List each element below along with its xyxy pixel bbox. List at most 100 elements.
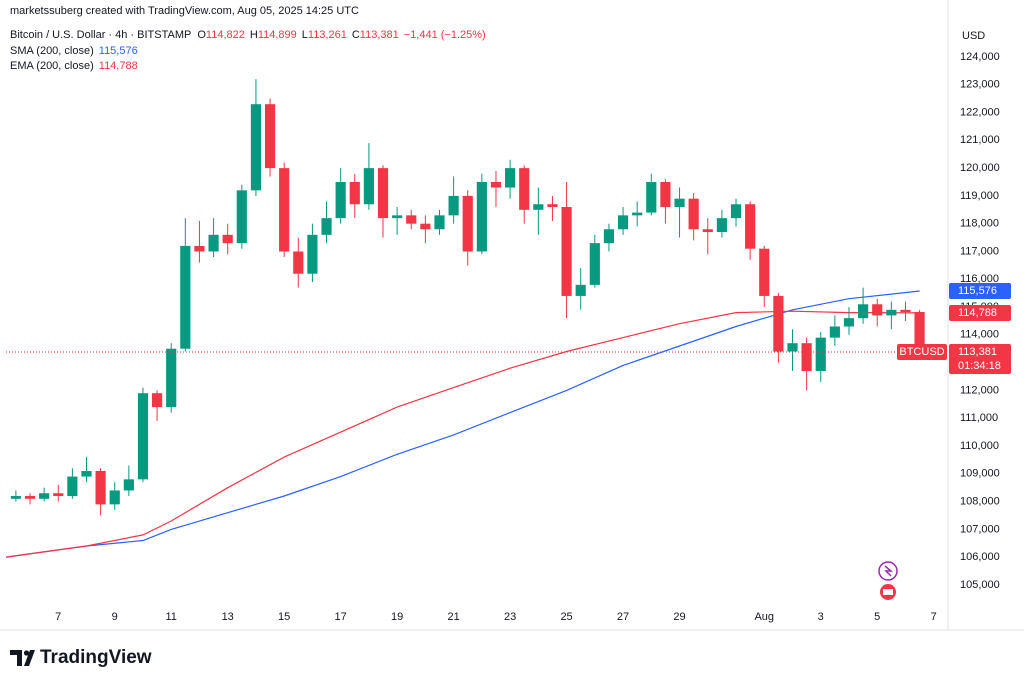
candle-body (264, 104, 276, 169)
x-tick-label: 17 (335, 611, 347, 623)
legend-indicator-value: 115,576 (99, 45, 138, 57)
candle-body (279, 168, 290, 252)
indicator-line (5, 310, 920, 558)
candle-body (688, 198, 699, 230)
x-tick-label: 3 (818, 611, 824, 623)
candle-body (180, 245, 191, 349)
candle-body (702, 229, 713, 233)
legend-value: 113,381 (360, 29, 399, 41)
candle-body (858, 304, 869, 319)
candle-body (95, 471, 106, 505)
candle-body (152, 393, 163, 408)
candle-body (886, 309, 897, 316)
x-tick-label: 15 (278, 611, 290, 623)
candle-body (674, 198, 685, 208)
candle-body (843, 318, 855, 327)
legend-indicator-value: 114,788 (99, 60, 138, 72)
candle-body (872, 304, 883, 316)
candle-body (773, 295, 784, 352)
last-price-tag (949, 344, 1011, 375)
indicator-line (5, 290, 920, 558)
y-tick-label: 109,000 (960, 468, 1000, 480)
legend-value: 114,899 (258, 29, 297, 41)
x-tick-label: 25 (560, 611, 572, 623)
candle-body (208, 234, 219, 252)
candle-body (603, 229, 615, 244)
candle-body (250, 104, 262, 191)
y-tick-label: 105,000 (960, 579, 1000, 591)
candle-body (660, 182, 671, 208)
candle-body (632, 212, 643, 216)
candle-body (109, 490, 120, 505)
candle-body (349, 182, 360, 205)
candle-body (406, 215, 417, 224)
legend-ohlc: Bitcoin / U.S. Dollar · 4h · BITSTAMP O11… (10, 29, 486, 41)
x-tick-label: 23 (504, 611, 516, 623)
legend-symbol: Bitcoin / U.S. Dollar · 4h · BITSTAMP (10, 29, 191, 41)
candle-body (321, 218, 332, 235)
x-tick-label: 11 (165, 611, 176, 623)
y-tick-label: 107,000 (960, 523, 1000, 535)
candle-body (363, 168, 374, 205)
indicator-price-tag-label: 115,576 (958, 285, 997, 297)
legend-key: O (197, 29, 206, 41)
candle-body (123, 479, 134, 491)
candle-body (759, 248, 770, 296)
last-price-tag-label: 113,381 (958, 346, 997, 358)
alert-icon-glyph (884, 565, 894, 577)
y-tick-label: 124,000 (960, 51, 1000, 63)
y-tick-label: 116,000 (960, 273, 999, 285)
candle-body (462, 195, 473, 252)
brand-logo-dot (23, 650, 30, 656)
indicator-price-tag (949, 304, 1011, 321)
candle-body (53, 493, 64, 497)
x-tick-label: 27 (617, 611, 629, 623)
candle-body (730, 204, 742, 219)
x-tick-label: 13 (222, 611, 234, 623)
x-tick-label: 7 (55, 611, 61, 623)
x-tick-label: Aug (754, 611, 774, 623)
legend-value: 114,822 (206, 29, 245, 41)
candle-body (293, 251, 304, 274)
x-tick-label: 9 (112, 611, 118, 623)
indicator-price-tag-label: 114,788 (958, 307, 997, 319)
y-tick-label: 119,000 (960, 190, 999, 202)
y-tick-label: 123,000 (960, 79, 1000, 91)
legend-value: 113,261 (308, 29, 347, 41)
x-tick-label: 7 (931, 611, 937, 623)
candle-body (505, 168, 516, 188)
candle-body (533, 204, 544, 210)
candle-body (476, 182, 487, 252)
candle-body (81, 471, 92, 477)
candle-body (222, 234, 233, 244)
candle-body (10, 496, 21, 499)
candle-body (617, 215, 629, 230)
candle-body (745, 204, 756, 249)
candle-body (24, 496, 36, 499)
brand-name: TradingView (40, 647, 152, 668)
x-tick-label: 21 (447, 611, 459, 623)
legend: Bitcoin / U.S. Dollar · 4h · BITSTAMP O11… (10, 29, 486, 72)
y-tick-label: 121,000 (960, 134, 1000, 146)
y-tick-label: 117,000 (960, 245, 999, 257)
candle-body (420, 223, 431, 230)
legend-key: L (302, 29, 308, 41)
currency-label: USD (962, 30, 985, 42)
x-tick-label: 5 (874, 611, 880, 623)
candle-body (829, 326, 840, 338)
candle-body (519, 168, 530, 210)
y-tick-label: 122,000 (960, 106, 1000, 118)
candle-body (39, 493, 50, 499)
legend-indicator-name: EMA (200, close) (10, 60, 94, 72)
x-tick-label: 19 (391, 611, 403, 623)
candle-body (801, 343, 812, 371)
y-tick-label: 120,000 (960, 162, 1000, 174)
candle-body (307, 234, 318, 274)
header: marketssuberg created with TradingView.c… (10, 5, 359, 17)
y-tick-label: 110,000 (960, 440, 999, 452)
candle-body (646, 182, 657, 213)
legend-indicator: EMA (200, close) 114,788 (10, 60, 138, 72)
candle-body (589, 243, 600, 285)
